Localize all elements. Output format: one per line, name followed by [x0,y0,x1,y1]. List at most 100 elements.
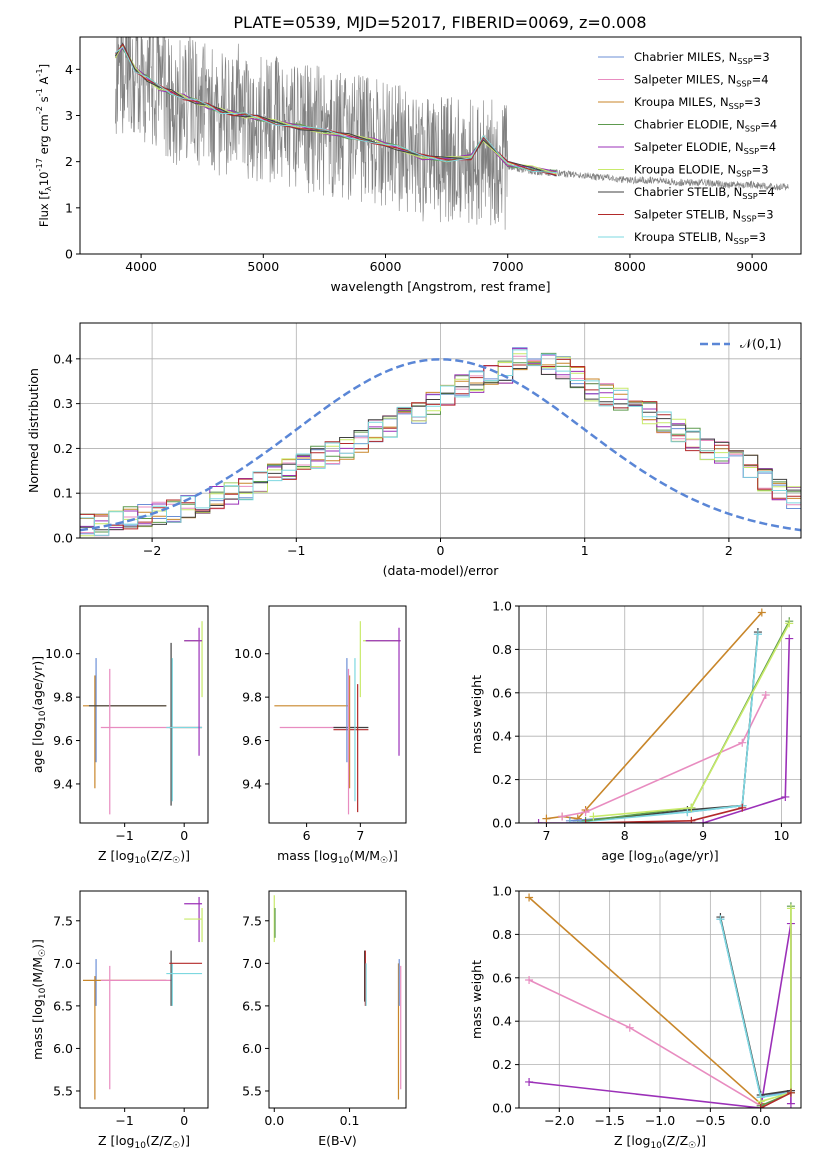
weight-point [699,819,708,823]
y-tick-label: 5.5 [53,1083,73,1098]
weight-point [589,812,598,821]
normal-curve [80,358,801,532]
plot-area [274,621,401,815]
x-tick-label: 1 [581,543,589,558]
weight-point [781,792,790,801]
x-axis-label: E(B-V) [318,1133,357,1148]
x-tick-label: 6000 [370,259,402,274]
axes-frame [79,36,802,255]
x-tick-label: −1.0 [645,1113,675,1128]
weight-point [525,975,534,984]
legend-normal-label: 𝒩(0,1) [740,336,782,351]
weight-point [687,803,696,812]
y-axis-label: age [log10​(age/yr)] [30,656,48,773]
figure-title: PLATE=0539, MJD=52017, FIBERID=0069, z=0… [233,13,646,32]
y-tick-label: 7.5 [242,913,262,928]
weight-point [785,619,794,628]
y-axis-label: mass [log10​(M/M☉​)] [30,939,48,1060]
y-tick-label: 6.5 [53,998,73,1013]
residual-hist-5 [80,353,801,537]
x-axis-label: wavelength [Angstrom, rest frame] [330,279,550,294]
weight-line-1 [528,979,762,1107]
weight-line-7 [538,638,791,823]
y-tick-label: 0.2 [53,441,73,456]
residual-hist-7 [80,358,801,530]
x-axis-label: (data-model)/error [383,563,500,578]
y-tick-label: 6.5 [242,998,262,1013]
y-tick-label: 9.8 [53,690,73,705]
y-tick-label: 0.3 [53,396,73,411]
plot-area [273,895,402,1100]
weight-line-2 [569,634,759,822]
weight-line-7 [760,908,792,1103]
weight-point [756,1104,765,1108]
weight-line-4 [719,916,792,1096]
x-tick-label: 7000 [492,259,524,274]
x-tick-label: 0.1 [340,1113,360,1128]
weight-point [738,803,747,812]
x-axis-label: age [log10​(age/yr)] [601,848,718,866]
legend-label-7: Salpeter STELIB, NSSP​=3 [634,208,774,224]
legend-label-3: Chabrier ELODIE, NSSP​=4 [634,118,777,134]
weight-point [761,690,770,699]
plot-area [519,891,801,1108]
weight-point [683,808,692,817]
weight-line-3 [569,631,759,823]
y-tick-label: 10.0 [234,646,262,661]
legend-label-8: Kroupa STELIB, NSSP​=3 [634,230,766,246]
plot-area [82,896,203,1100]
residual-hist-8 [80,349,801,536]
y-axis-label: Flux [fλ​10-17​ erg cm-2​ s-1​ A-1​] [34,64,53,227]
weight-line-4 [569,634,759,823]
y-tick-label: 7.5 [53,913,73,928]
y-tick-label: 0.4 [492,1014,512,1029]
y-tick-label: 0.0 [53,531,73,546]
data-spectrum-line [115,37,789,230]
chart-z-mass: −1 0 5.5 6.0 6.5 7.0 7.5 Z [log10​(Z/Z☉​)] mass … [30,890,209,1151]
x-tick-label: 6 [303,828,311,843]
legend-label-5: Kroupa ELODIE, NSSP​=3 [634,163,769,179]
y-tick-label: 0.8 [492,927,512,942]
x-tick-label: 0 [180,828,188,843]
plot-area [114,37,789,230]
legend-label-6: Chabrier STELIB, NSSP​=4 [634,185,775,201]
x-tick-label: 4000 [125,259,157,274]
plot-area [80,323,801,538]
weight-point [625,1023,634,1032]
y-axis-label: mass weight [469,960,484,1039]
weight-point [786,1099,795,1108]
y-axis-label: Normed distribution [26,368,41,493]
weight-line-0 [528,896,762,1105]
legend-label-2: Kroupa MILES, NSSP​=3 [634,95,761,111]
y-tick-label: 6.0 [53,1041,73,1056]
y-tick-label: 0.0 [492,816,512,831]
weight-point [581,808,590,817]
weight-point [738,738,747,747]
model-spectrum-8 [115,46,557,174]
x-tick-label: 5000 [247,259,279,274]
plot-area [82,621,203,815]
weight-point [753,630,762,639]
y-tick-label: 7.0 [242,956,262,971]
y-tick-label: 1.0 [492,884,512,899]
y-tick-label: 0.2 [492,772,512,787]
legend-label-0: Chabrier MILES, NSSP​=3 [634,50,770,66]
y-tick-label: 0.4 [53,351,73,366]
weight-point [525,1077,534,1086]
weight-point [786,904,795,913]
y-tick-label: 9.6 [53,733,73,748]
residual-hist-6 [80,364,801,531]
x-tick-label: 0.0 [264,1113,284,1128]
x-tick-label: −2.0 [544,1113,574,1128]
weight-line-8 [760,1092,792,1108]
x-tick-label: 7 [356,828,364,843]
weight-point [786,1088,795,1097]
x-tick-label: 0.0 [751,1113,771,1128]
weight-point [565,819,574,823]
x-axis-label: Z [log10​(Z/Z☉​)] [98,1133,190,1151]
y-tick-label: 0 [65,247,73,262]
x-tick-label: 2 [725,543,733,558]
x-tick-label: 7 [542,828,550,843]
legend-label-4: Salpeter ELODIE, NSSP​=4 [634,140,776,156]
y-tick-label: 0.4 [492,729,512,744]
